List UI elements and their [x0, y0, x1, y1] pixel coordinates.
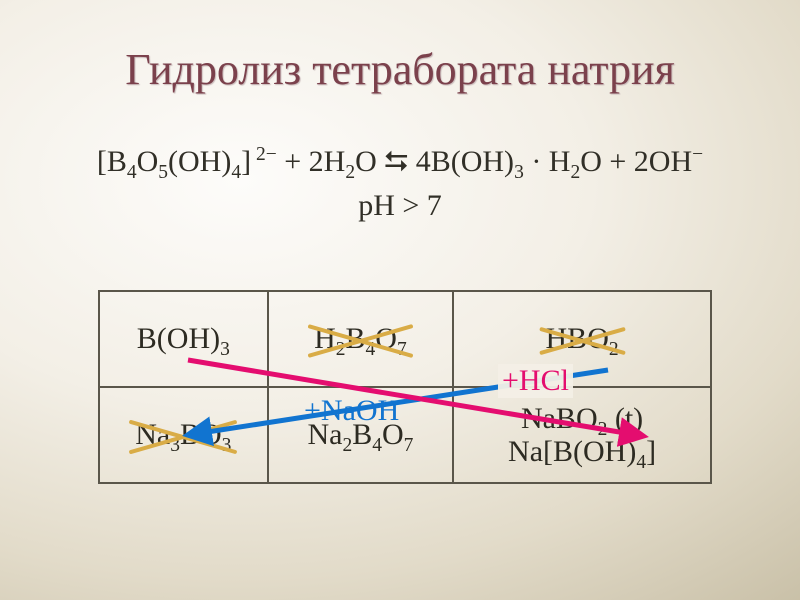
slide: Гидролиз тетрабората натрия [B4O5(OH)4] …	[0, 0, 800, 600]
species-table: B(OH)3 H2B4O7 HBO2 Na3BO3 Na2B4O7 NaBO2 …	[98, 290, 712, 484]
table-row: Na3BO3 Na2B4O7 NaBO2 (t)Na[B(OH)4]	[99, 387, 711, 483]
equation-line-1: [B4O5(OH)4] 2− + 2H2O ⮀ 4B(OH)3 · H2O + …	[0, 145, 800, 179]
cell-na2b4o7: Na2B4O7	[268, 387, 453, 483]
table-row: B(OH)3 H2B4O7 HBO2	[99, 291, 711, 387]
cell-na3bo3: Na3BO3	[99, 387, 268, 483]
cell-hbo2: HBO2	[453, 291, 711, 387]
slide-title: Гидролиз тетрабората натрия	[0, 44, 800, 95]
cell-h2b4o7: H2B4O7	[268, 291, 453, 387]
cell-nabo2: NaBO2 (t)Na[B(OH)4]	[453, 387, 711, 483]
equation-line-2: pH > 7	[0, 189, 800, 223]
equation-block: [B4O5(OH)4] 2− + 2H2O ⮀ 4B(OH)3 · H2O + …	[0, 145, 800, 223]
cell-boh3: B(OH)3	[99, 291, 268, 387]
